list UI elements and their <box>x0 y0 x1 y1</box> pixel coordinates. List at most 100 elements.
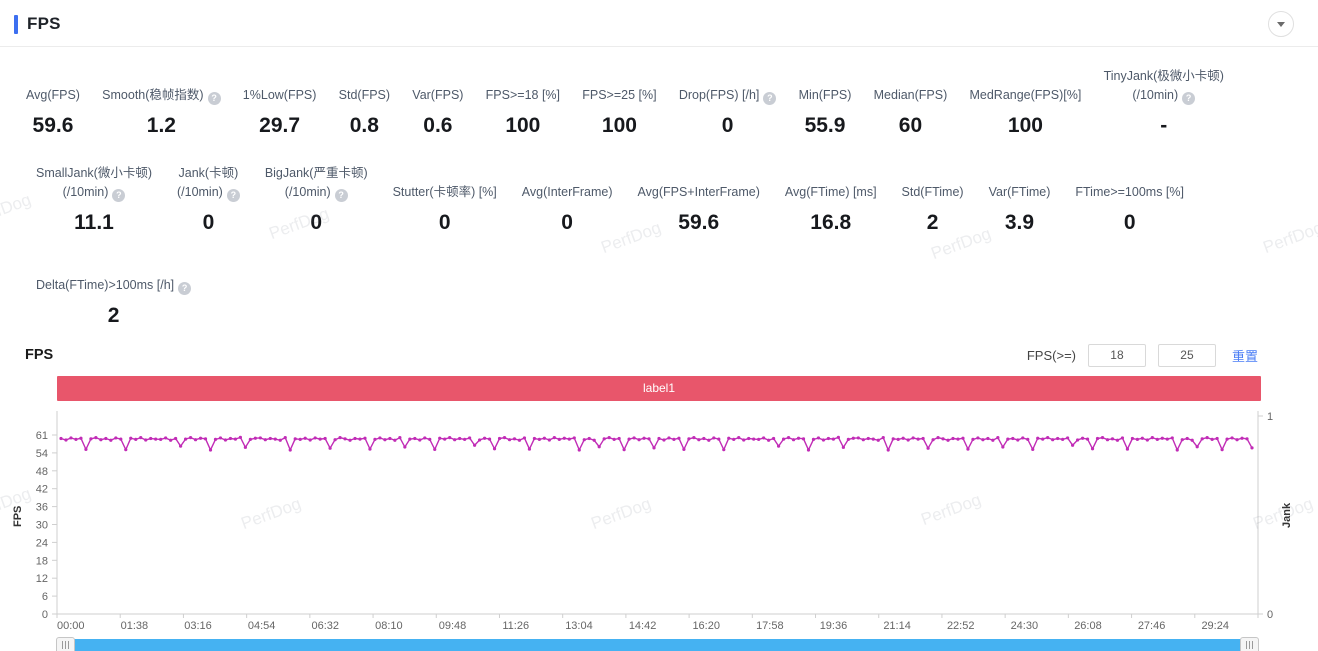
help-icon[interactable]: ? <box>763 91 777 105</box>
help-icon[interactable]: ? <box>178 281 192 295</box>
metric-value: 0.6 <box>423 113 453 137</box>
metric-value: 0 <box>561 210 573 234</box>
metric-label: FPS>=25 [%] <box>582 69 656 105</box>
metric-label: Var(FTime) <box>989 166 1051 202</box>
metric-cell: Std(FPS) 0.8 <box>333 69 396 138</box>
metric-label: Stutter(卡顿率) [%] <box>393 166 497 202</box>
metric-value: 11.1 <box>74 210 114 234</box>
x-axis-tick-label: 01:38 <box>120 619 149 632</box>
metric-label-line: Var(FPS) <box>412 88 464 102</box>
metric-label-line: Delta(FTime)>100ms [/h]? <box>36 276 192 295</box>
metric-label-line: Drop(FPS) [/h]? <box>679 86 777 105</box>
x-axis-tick-label: 27:46 <box>1137 619 1166 632</box>
help-icon[interactable]: ? <box>207 91 221 105</box>
metric-label: Smooth(稳帧指数)? <box>102 69 221 105</box>
metric-label: Std(FPS) <box>339 69 390 105</box>
metric-label-line: (/10min)? <box>1104 86 1224 105</box>
x-axis-tick-label: 06:32 <box>311 619 340 632</box>
metric-label-line: Var(FTime) <box>988 184 1051 199</box>
x-axis-tick-label: 00:00 <box>57 619 85 632</box>
metric-label: Avg(InterFrame) <box>522 166 613 202</box>
help-icon[interactable]: ? <box>226 188 240 202</box>
svg-text:Jank: Jank <box>1281 502 1293 528</box>
range-handle-left[interactable] <box>56 636 75 651</box>
metric-label: Std(FTime) <box>902 166 964 202</box>
fps-chart: 61 54 48 42 36 30 24 18 12 6 0 1 0 FPS Jank 00:00 01:38… <box>0 401 1318 651</box>
metric-value: 55.9 <box>804 113 846 137</box>
chart-range-scrollbar[interactable] <box>56 636 1259 651</box>
metric-label-line: BigJank(严重卡顿) <box>264 165 368 180</box>
range-handle-right[interactable] <box>1240 636 1259 651</box>
metric-value: 2 <box>926 210 939 234</box>
svg-text:FPS: FPS <box>12 505 24 526</box>
metrics-row-3: Delta(FTime)>100ms [/h]? 2 <box>30 259 1318 328</box>
x-axis-tick-label: 17:58 <box>756 619 784 632</box>
metric-cell: Avg(FTime) [ms] 16.8 <box>779 166 883 235</box>
metric-label: FPS>=18 [%] <box>486 69 560 105</box>
help-icon[interactable]: ? <box>334 188 348 202</box>
x-axis-tick-label: 04:54 <box>247 619 276 632</box>
metric-cell: SmallJank(微小卡顿) (/10min)? 11.1 <box>30 164 158 235</box>
help-icon[interactable]: ? <box>1182 91 1196 105</box>
metric-cell: Drop(FPS) [/h]? 0 <box>673 69 783 138</box>
metric-label-line: Avg(FTime) [ms] <box>784 184 877 199</box>
metric-value: 2 <box>107 303 120 327</box>
metric-label-line: Stutter(卡顿率) [%] <box>392 184 497 199</box>
label-annotation-text: label1 <box>642 381 676 395</box>
metric-value: 100 <box>505 113 541 137</box>
chevron-down-icon <box>1277 21 1285 27</box>
chart-header: FPS FPS(>=) 重置 <box>0 338 1318 374</box>
metrics-panel: Avg(FPS) 59.6 Smooth(稳帧指数)? 1.2 1%Low(FPS) 29… <box>0 47 1318 328</box>
metric-label: Avg(FPS+InterFrame) <box>638 166 760 202</box>
metric-value: 0 <box>1123 210 1136 234</box>
svg-text:54: 54 <box>36 447 48 459</box>
metric-value: 100 <box>601 113 637 137</box>
fps-threshold-input-1[interactable] <box>1087 343 1146 367</box>
grip-icon <box>62 641 69 649</box>
metric-label: Avg(FPS) <box>26 69 80 105</box>
metric-label: BigJank(严重卡顿) (/10min)? <box>265 164 368 202</box>
metric-cell: Std(FTime) 2 <box>896 166 970 235</box>
svg-text:0: 0 <box>42 609 48 621</box>
x-axis-tick-label: 24:30 <box>1010 619 1039 632</box>
x-axis-tick-label: 09:48 <box>438 619 467 632</box>
svg-text:24: 24 <box>36 537 48 549</box>
metric-cell: FPS>=18 [%] 100 <box>480 69 566 138</box>
metric-cell: Var(FPS) 0.6 <box>406 69 469 138</box>
metric-value: 59.6 <box>678 210 720 234</box>
metric-label-line: (/10min)? <box>177 183 240 202</box>
metric-label: 1%Low(FPS) <box>243 69 317 105</box>
metric-label-line: Avg(FPS+InterFrame) <box>637 184 760 199</box>
collapse-button[interactable] <box>1268 11 1294 37</box>
metric-cell: Avg(InterFrame) 0 <box>516 166 619 235</box>
x-axis-labels: 00:00 01:38 03:16 04:54 06:32 08:10 09:48 11:26… <box>57 620 1229 632</box>
reset-link[interactable]: 重置 <box>1231 348 1258 364</box>
fps-threshold-input-2[interactable] <box>1157 343 1216 367</box>
metric-value: 16.8 <box>810 210 852 234</box>
fps-threshold-filter: FPS(>=) 重置 <box>1027 343 1258 367</box>
svg-text:30: 30 <box>36 519 48 531</box>
metric-label-line: Smooth(稳帧指数)? <box>102 86 221 105</box>
svg-text:0: 0 <box>1267 609 1273 621</box>
fps-chart-canvas[interactable]: 61 54 48 42 36 30 24 18 12 6 0 1 0 FPS Jank <box>0 401 1318 639</box>
x-axis-tick-label: 11:26 <box>502 619 530 632</box>
x-axis-tick-label: 22:52 <box>946 619 975 632</box>
section-header: FPS <box>0 0 1318 46</box>
metric-label-line: 1%Low(FPS) <box>242 88 317 102</box>
metric-cell: Avg(FPS+InterFrame) 59.6 <box>632 166 766 235</box>
metric-label: Jank(卡顿) (/10min)? <box>177 164 240 202</box>
metric-label: Delta(FTime)>100ms [/h]? <box>36 259 192 295</box>
metric-label-line: FTime>=100ms [%] <box>1075 184 1184 199</box>
metric-cell: BigJank(严重卡顿) (/10min)? 0 <box>259 164 374 235</box>
metric-label-line: Jank(卡顿) <box>178 165 239 180</box>
metric-label-line: Min(FPS) <box>798 88 852 102</box>
metric-label: MedRange(FPS)[%] <box>969 69 1081 105</box>
metric-label-line: Avg(FPS) <box>26 88 80 102</box>
metric-label-line: Std(FTime) <box>901 184 964 199</box>
metric-label: Avg(FTime) [ms] <box>785 166 877 202</box>
metric-value: 100 <box>1007 113 1043 137</box>
metric-cell: Var(FTime) 3.9 <box>983 166 1057 235</box>
metric-value: 0 <box>721 113 734 137</box>
help-icon[interactable]: ? <box>112 188 126 202</box>
title-accent-bar <box>14 14 18 34</box>
